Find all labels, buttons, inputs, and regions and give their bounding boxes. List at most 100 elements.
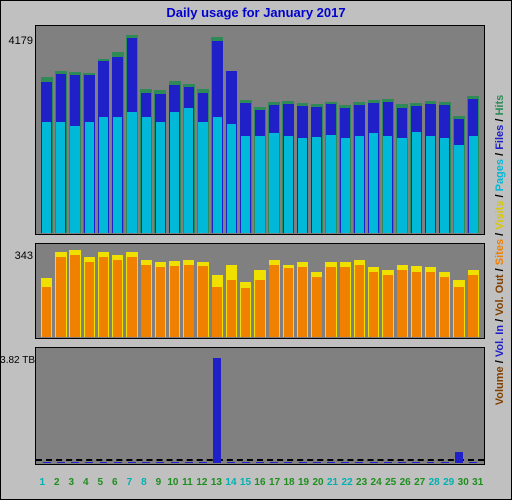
x-day-label: 11 bbox=[180, 477, 195, 488]
bar bbox=[170, 266, 180, 337]
bar bbox=[369, 133, 378, 233]
x-axis-days: 1234567891011121314151617181920212223242… bbox=[35, 477, 485, 488]
bar bbox=[85, 122, 94, 233]
bar bbox=[327, 462, 335, 463]
bar bbox=[341, 138, 350, 233]
x-day-label: 13 bbox=[209, 477, 224, 488]
panel-visits-sites bbox=[35, 243, 485, 339]
bar bbox=[454, 287, 464, 337]
bar bbox=[42, 122, 51, 233]
x-day-label: 22 bbox=[340, 477, 355, 488]
bar bbox=[127, 112, 136, 233]
bar bbox=[57, 462, 65, 463]
bar bbox=[355, 136, 364, 233]
p2-ylabel: 343 bbox=[3, 250, 33, 262]
bar bbox=[383, 136, 392, 233]
bar bbox=[171, 462, 179, 463]
bar bbox=[199, 462, 207, 463]
bar bbox=[412, 272, 422, 337]
legend-item: Visits bbox=[494, 201, 506, 230]
bar bbox=[370, 462, 378, 463]
legend: Volume / Vol. In / Vol. Out / Sites / Vi… bbox=[493, 25, 507, 475]
bar bbox=[85, 262, 95, 337]
bar bbox=[427, 462, 435, 463]
bar bbox=[141, 265, 151, 338]
bar bbox=[114, 462, 122, 463]
x-day-label: 5 bbox=[93, 477, 108, 488]
bar bbox=[113, 117, 122, 233]
legend-item: Volume bbox=[494, 366, 506, 405]
x-day-label: 25 bbox=[383, 477, 398, 488]
x-day-label: 15 bbox=[238, 477, 253, 488]
x-day-label: 7 bbox=[122, 477, 137, 488]
bar bbox=[255, 280, 265, 338]
x-day-label: 8 bbox=[137, 477, 152, 488]
bar bbox=[269, 133, 278, 233]
bar bbox=[441, 462, 449, 463]
x-day-label: 17 bbox=[267, 477, 282, 488]
bar bbox=[70, 255, 80, 338]
bar bbox=[298, 267, 308, 337]
bar bbox=[369, 272, 379, 337]
x-day-label: 1 bbox=[35, 477, 50, 488]
bar bbox=[312, 277, 322, 337]
bar bbox=[113, 260, 123, 338]
bar bbox=[426, 272, 436, 337]
bar bbox=[127, 257, 137, 337]
x-day-label: 23 bbox=[354, 477, 369, 488]
bar bbox=[469, 136, 478, 233]
chart-title: Daily usage for January 2017 bbox=[1, 5, 511, 20]
bar bbox=[99, 117, 108, 233]
x-day-label: 27 bbox=[412, 477, 427, 488]
bar bbox=[156, 267, 166, 337]
x-day-label: 14 bbox=[224, 477, 239, 488]
bar bbox=[269, 265, 279, 338]
bar bbox=[284, 268, 294, 337]
bar bbox=[440, 138, 449, 233]
legend-item: Sites bbox=[494, 239, 506, 265]
bar bbox=[469, 462, 477, 463]
x-day-label: 3 bbox=[64, 477, 79, 488]
p1-ylabel: 4179 bbox=[3, 35, 33, 47]
x-day-label: 30 bbox=[456, 477, 471, 488]
x-day-label: 26 bbox=[398, 477, 413, 488]
bar bbox=[185, 462, 193, 463]
x-day-label: 29 bbox=[441, 477, 456, 488]
x-day-label: 16 bbox=[253, 477, 268, 488]
bar bbox=[412, 132, 421, 233]
bar bbox=[298, 138, 307, 233]
bar bbox=[397, 270, 407, 338]
bar bbox=[241, 136, 250, 233]
bar bbox=[198, 122, 207, 233]
x-day-label: 31 bbox=[470, 477, 485, 488]
bar bbox=[383, 275, 393, 338]
bar bbox=[299, 462, 307, 463]
panels bbox=[35, 25, 485, 475]
bar bbox=[99, 257, 109, 337]
chart-frame: Daily usage for January 2017 4179 343 3.… bbox=[0, 0, 512, 500]
bar bbox=[42, 287, 52, 337]
bar bbox=[398, 462, 406, 463]
x-day-label: 24 bbox=[369, 477, 384, 488]
bar bbox=[142, 117, 151, 233]
bar bbox=[212, 287, 222, 337]
legend-item: Files bbox=[494, 125, 506, 150]
x-day-label: 6 bbox=[108, 477, 123, 488]
bar bbox=[43, 462, 51, 463]
bar bbox=[284, 136, 293, 233]
bar bbox=[468, 275, 478, 338]
bar bbox=[56, 122, 65, 233]
x-day-label: 20 bbox=[311, 477, 326, 488]
bar bbox=[440, 277, 450, 337]
bar bbox=[355, 462, 363, 463]
bar bbox=[227, 124, 236, 233]
bar bbox=[184, 265, 194, 338]
bar bbox=[227, 280, 237, 338]
bar bbox=[213, 117, 222, 233]
bar bbox=[56, 257, 66, 337]
bar bbox=[71, 462, 79, 463]
bar bbox=[184, 108, 193, 233]
legend-item: Vol. In bbox=[494, 325, 506, 357]
bar bbox=[241, 288, 251, 337]
bar bbox=[156, 122, 165, 233]
